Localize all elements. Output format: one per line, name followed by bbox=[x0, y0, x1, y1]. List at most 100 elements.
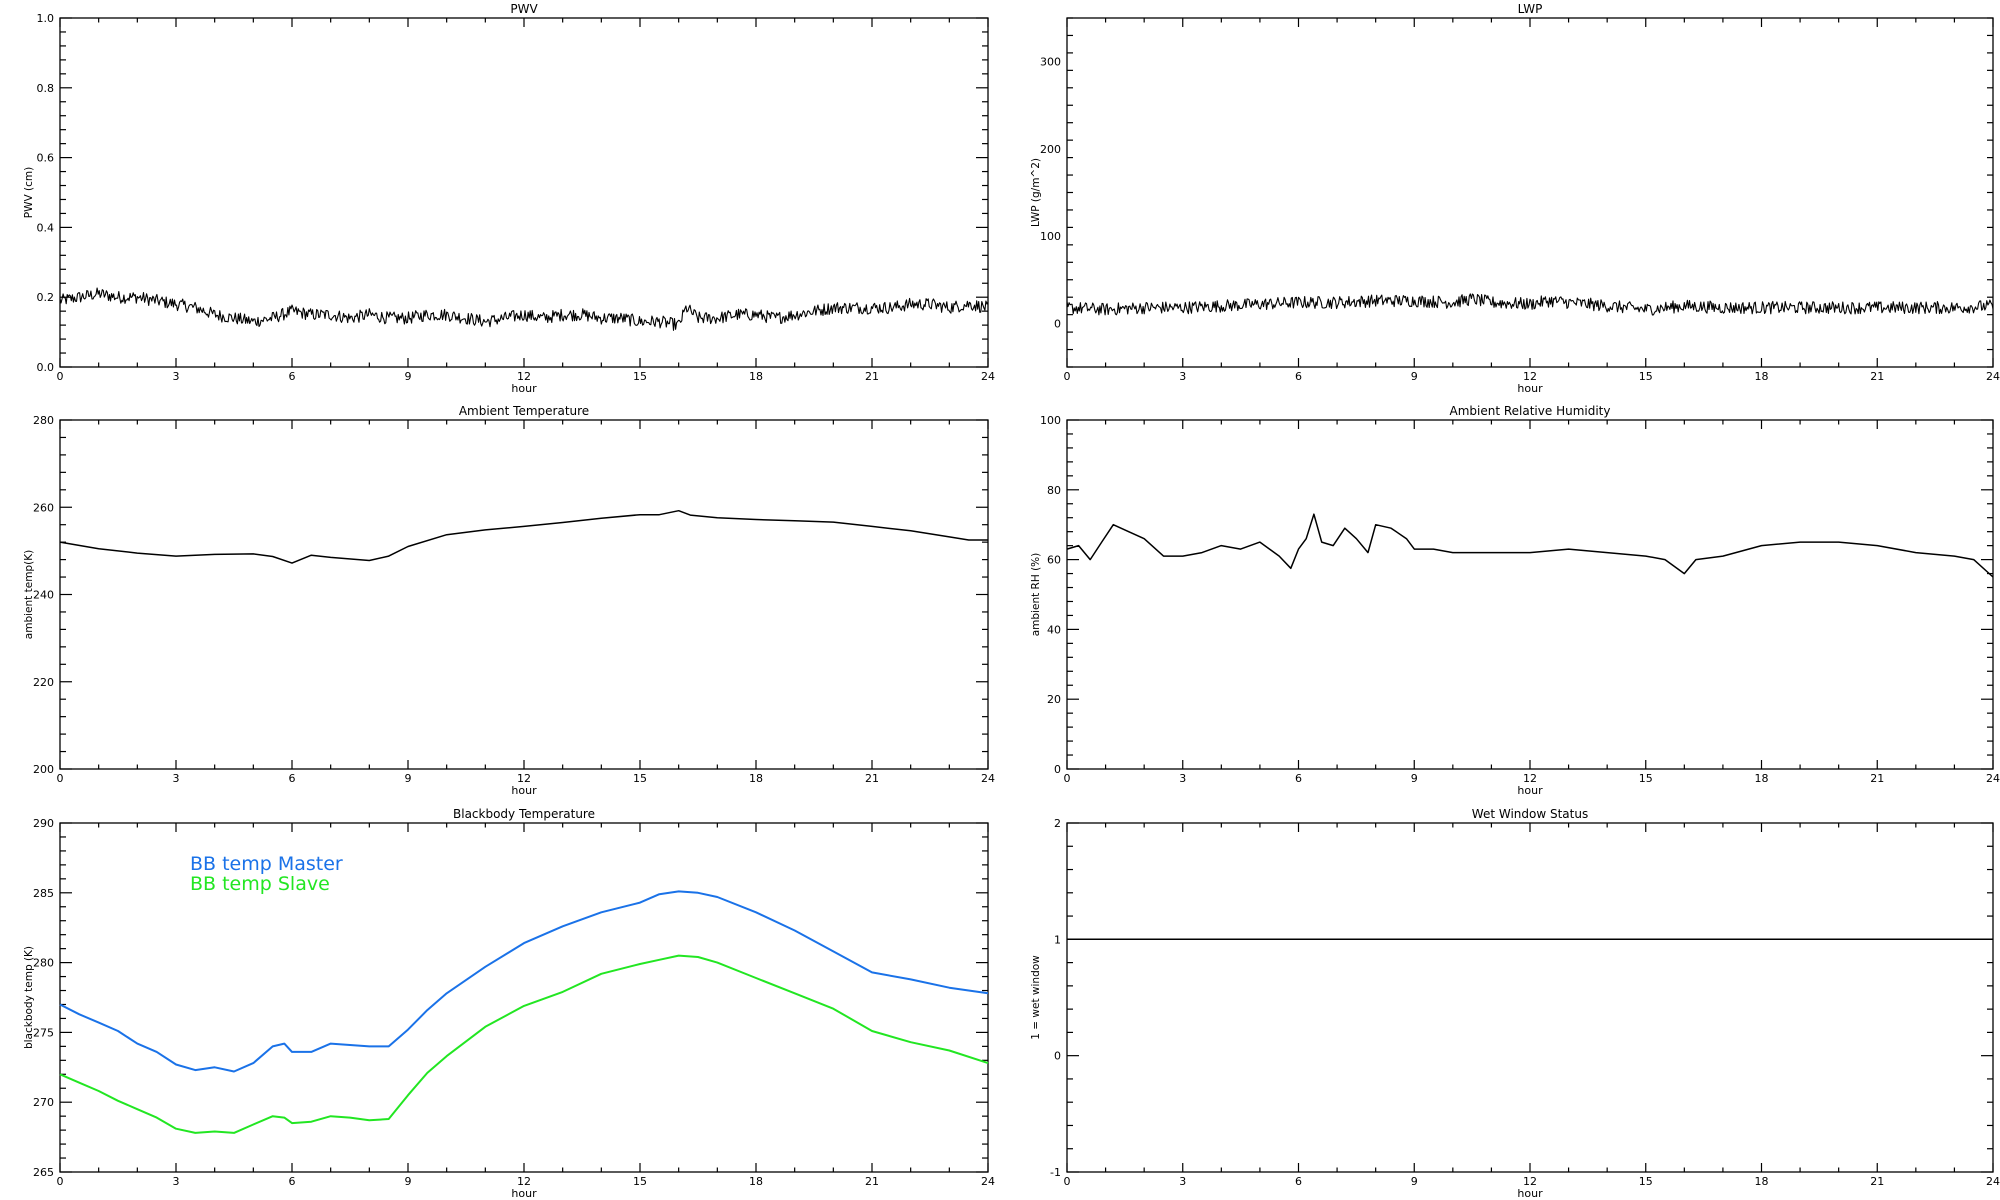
y-tick-label: 265 bbox=[33, 1166, 54, 1179]
x-tick-label: 24 bbox=[1986, 370, 2000, 383]
x-tick-label: 0 bbox=[1064, 370, 1071, 383]
y-tick-label: 60 bbox=[1047, 554, 1061, 567]
y-tick-label: 0 bbox=[1054, 763, 1061, 776]
y-tick-label: 280 bbox=[33, 414, 54, 427]
y-tick-label: 2 bbox=[1054, 817, 1061, 830]
legend-entry: BB temp Master bbox=[190, 853, 343, 875]
chart-ambient-rh: 0 3 6 9 12 15 18 21 24 0 20 40 60 80 100 Ambient Relati… bbox=[1030, 404, 2000, 797]
x-tick-label: 21 bbox=[1870, 370, 1884, 383]
plot-frame bbox=[1066, 822, 1994, 1173]
y-tick-label: 220 bbox=[33, 676, 54, 689]
x-tick-label: 0 bbox=[1064, 1175, 1071, 1188]
series-line-ambient-rh bbox=[1066, 513, 1994, 578]
x-tick-label: 9 bbox=[405, 370, 412, 383]
x-axis-label: hour bbox=[1517, 784, 1543, 797]
chart-pwv: 0 3 6 9 12 15 18 21 24 0.0 0.2 0.4 0.6 0.8 1.0 PWV hour P… bbox=[23, 2, 995, 395]
x-tick-label: 3 bbox=[1179, 370, 1186, 383]
series-line-bb-temp-master bbox=[59, 890, 989, 1073]
x-axis-label: hour bbox=[1517, 1187, 1543, 1200]
x-tick-label: 3 bbox=[1179, 772, 1186, 785]
x-tick-label: 24 bbox=[1986, 1175, 2000, 1188]
y-tick-label: 0.4 bbox=[37, 221, 55, 234]
series-line-ambient-temp bbox=[59, 509, 988, 564]
x-axis-label: hour bbox=[511, 784, 537, 797]
x-tick-label: 12 bbox=[517, 772, 531, 785]
y-axis-label: ambient temp(K) bbox=[23, 550, 35, 639]
y-tick-label: 40 bbox=[1047, 623, 1061, 636]
y-tick-label: 200 bbox=[33, 763, 54, 776]
x-tick-label: 12 bbox=[517, 1175, 531, 1188]
y-tick-label: 260 bbox=[33, 501, 54, 514]
x-tick-label: 15 bbox=[1639, 772, 1653, 785]
y-tick-label: -1 bbox=[1050, 1166, 1061, 1179]
y-axis-label: PWV (cm) bbox=[23, 167, 35, 218]
x-tick-label: 21 bbox=[865, 370, 879, 383]
x-tick-label: 9 bbox=[1411, 370, 1418, 383]
x-tick-label: 21 bbox=[865, 1175, 879, 1188]
x-tick-label: 21 bbox=[865, 772, 879, 785]
chart-blackbody-temp: 0 3 6 9 12 15 18 21 24 265 270 275 280 285 290 Blackbod… bbox=[23, 807, 995, 1200]
y-tick-label: 0.6 bbox=[37, 152, 55, 165]
x-tick-label: 0 bbox=[57, 772, 64, 785]
x-tick-label: 9 bbox=[405, 1175, 412, 1188]
x-axis-label: hour bbox=[1517, 382, 1543, 395]
plot-frame bbox=[1066, 17, 1994, 368]
x-tick-label: 15 bbox=[1639, 1175, 1653, 1188]
y-tick-label: 1 bbox=[1054, 933, 1061, 946]
y-tick-label: 300 bbox=[1040, 56, 1061, 69]
y-tick-label: 270 bbox=[33, 1096, 54, 1109]
x-tick-label: 21 bbox=[1870, 1175, 1884, 1188]
y-tick-label: 275 bbox=[33, 1026, 54, 1039]
series-line-bb-temp-slave bbox=[59, 954, 989, 1134]
x-tick-label: 0 bbox=[57, 1175, 64, 1188]
x-axis-label: hour bbox=[511, 1187, 537, 1200]
y-tick-label: 0 bbox=[1054, 1050, 1061, 1063]
x-tick-label: 6 bbox=[289, 370, 296, 383]
chart-title: Ambient Relative Humidity bbox=[1450, 404, 1611, 418]
x-tick-label: 18 bbox=[1755, 370, 1769, 383]
y-axis-label: blackbody temp (K) bbox=[23, 946, 35, 1049]
y-axis-label: 1 = wet window bbox=[1030, 955, 1042, 1040]
x-axis-label: hour bbox=[511, 382, 537, 395]
y-tick-label: 1.0 bbox=[37, 12, 55, 25]
x-tick-label: 12 bbox=[1523, 370, 1537, 383]
x-tick-label: 24 bbox=[1986, 772, 2000, 785]
plot-frame bbox=[59, 419, 989, 770]
x-tick-label: 9 bbox=[405, 772, 412, 785]
chart-title: Blackbody Temperature bbox=[453, 807, 595, 821]
x-tick-label: 12 bbox=[517, 370, 531, 383]
y-axis-label: ambient RH (%) bbox=[1030, 553, 1042, 637]
y-tick-label: 280 bbox=[33, 957, 54, 970]
x-tick-label: 24 bbox=[981, 772, 995, 785]
x-tick-label: 6 bbox=[1295, 370, 1302, 383]
chart-title: Ambient Temperature bbox=[459, 404, 589, 418]
series-line-lwp bbox=[1066, 293, 1994, 316]
x-tick-label: 18 bbox=[749, 370, 763, 383]
x-tick-label: 0 bbox=[1064, 772, 1071, 785]
y-axis-label: LWP (g/m^2) bbox=[1030, 158, 1042, 227]
y-tick-label: 0.8 bbox=[37, 82, 55, 95]
x-tick-label: 6 bbox=[289, 1175, 296, 1188]
x-tick-label: 3 bbox=[173, 1175, 180, 1188]
chart-title: PWV bbox=[510, 2, 538, 16]
x-tick-label: 9 bbox=[1411, 1175, 1418, 1188]
x-tick-label: 3 bbox=[1179, 1175, 1186, 1188]
series-line-pwv bbox=[59, 287, 989, 331]
x-tick-label: 3 bbox=[173, 772, 180, 785]
x-tick-label: 6 bbox=[289, 772, 296, 785]
y-tick-label: 290 bbox=[33, 817, 54, 830]
x-tick-label: 6 bbox=[1295, 772, 1302, 785]
x-tick-label: 24 bbox=[981, 1175, 995, 1188]
y-tick-label: 20 bbox=[1047, 693, 1061, 706]
plot-frame bbox=[1066, 419, 1994, 770]
x-tick-label: 18 bbox=[1755, 772, 1769, 785]
x-tick-label: 24 bbox=[981, 370, 995, 383]
y-tick-label: 0.2 bbox=[37, 291, 55, 304]
y-tick-label: 240 bbox=[33, 589, 54, 602]
y-tick-label: 285 bbox=[33, 887, 54, 900]
x-tick-label: 18 bbox=[1755, 1175, 1769, 1188]
chart-lwp: 0 3 6 9 12 15 18 21 24 0 100 200 300 LWP hour LWP (g/m^… bbox=[1030, 2, 2000, 395]
x-tick-label: 15 bbox=[1639, 370, 1653, 383]
